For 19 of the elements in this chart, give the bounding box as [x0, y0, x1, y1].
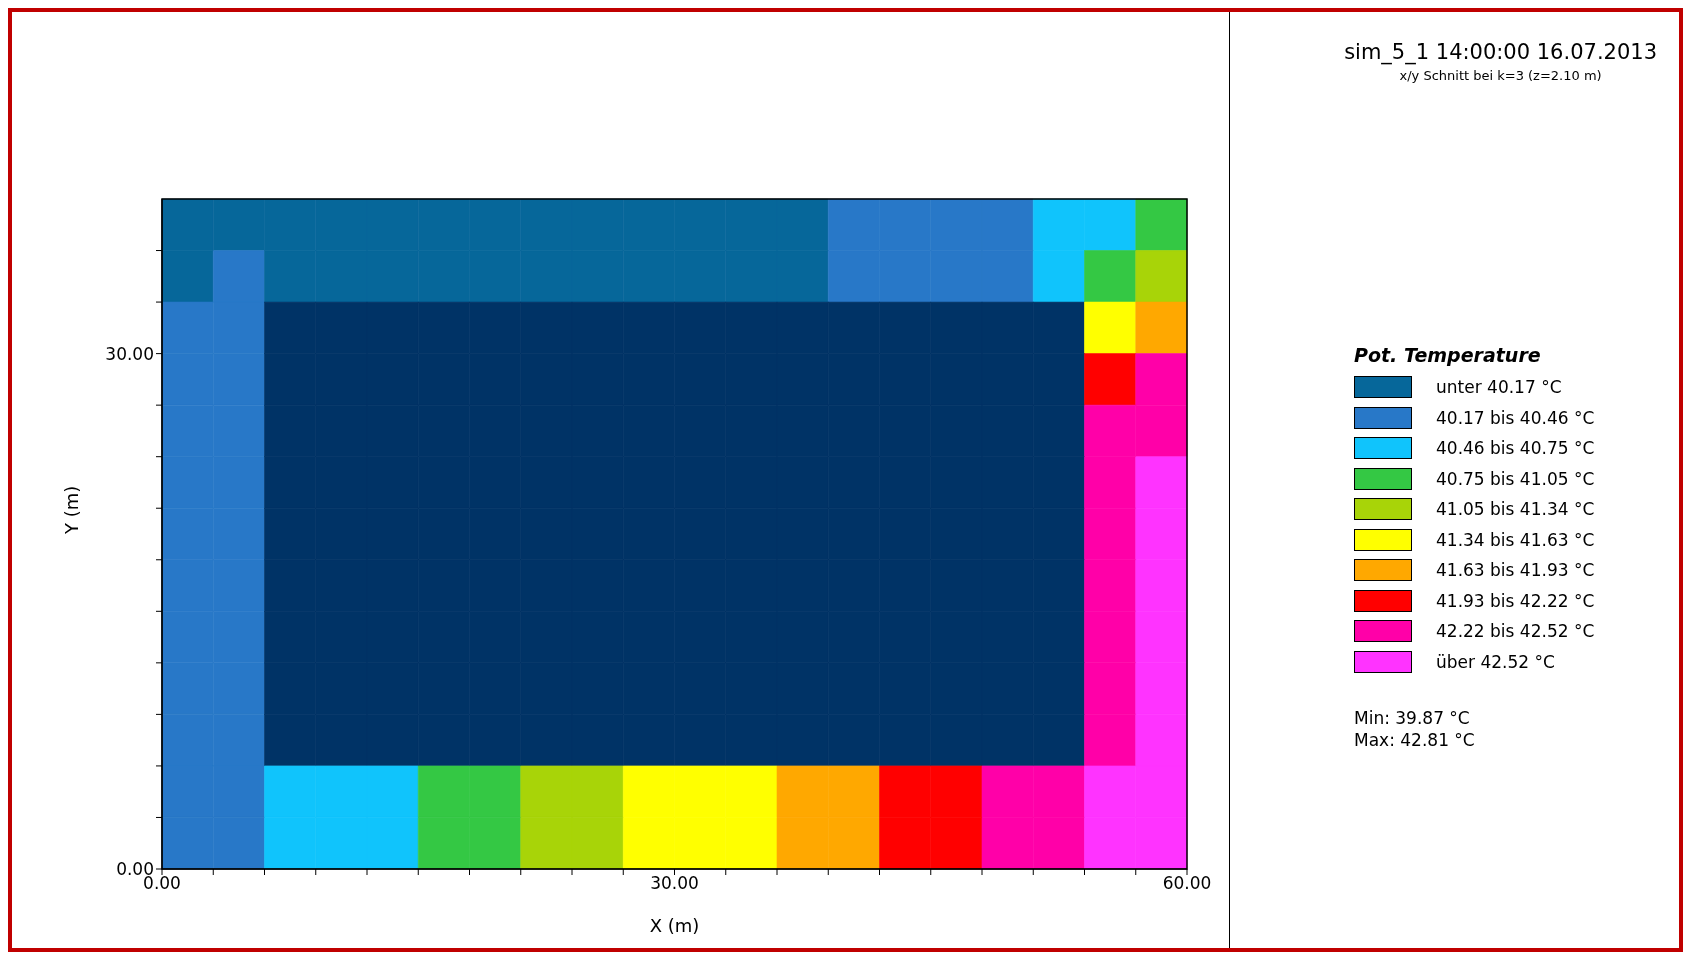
color-bar-label: 41.05 bis 41.34 °C [1436, 499, 1595, 520]
color-bar-label: 40.75 bis 41.05 °C [1436, 468, 1595, 489]
x-tick-label: 60.00 [1162, 873, 1212, 894]
text: Max: 42.81 °C [1354, 729, 1476, 751]
y-axis-title: Y (m) [61, 485, 83, 535]
x-tick-label: 30.00 [650, 873, 699, 894]
color-bar-label: 41.93 bis 42.22 °C [1436, 590, 1595, 611]
text: x/y Schnitt bei k=3 (z=2.10 m) [1398, 68, 1603, 83]
color-bar-label: 42.22 bis 42.52 °C [1436, 621, 1595, 642]
color-bar-label: 40.17 bis 40.46 °C [1436, 407, 1595, 428]
color-bar-label: 40.46 bis 40.75 °C [1436, 438, 1595, 459]
color-bar-label: 41.34 bis 41.63 °C [1436, 529, 1595, 550]
text: Min: 39.87 °C [1354, 707, 1471, 729]
text: sim_5_1 14:00:00 16.07.2013 [1344, 40, 1657, 64]
color-bar-label: über 42.52 °C [1436, 651, 1555, 672]
x-axis-title: X (m) [649, 915, 700, 936]
legend-title: Pot. Temperature [1354, 344, 1542, 366]
color-bar-label: 41.63 bis 41.93 °C [1436, 560, 1595, 581]
color-bar-label: unter 40.17 °C [1436, 377, 1562, 398]
